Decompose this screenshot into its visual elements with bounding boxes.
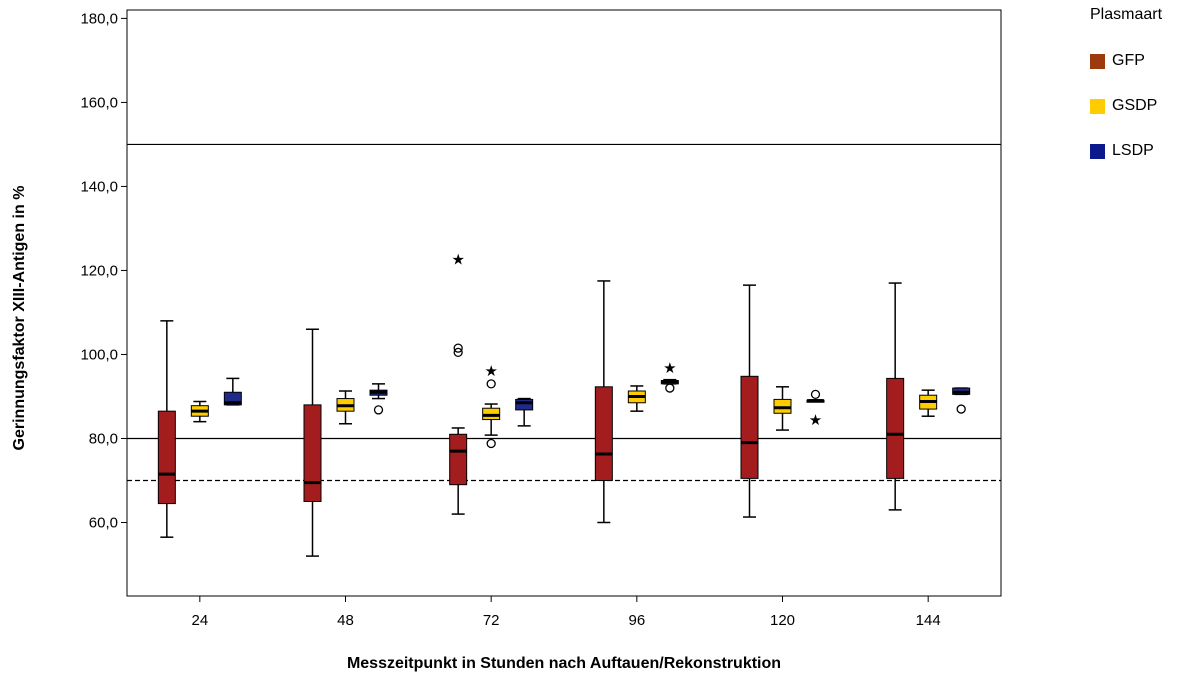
box-lsdp-72 [515,397,534,427]
box-iqr [515,398,534,411]
extreme-point: ★ [663,359,676,377]
legend-items: GFP GSDP LSDP [1090,50,1194,162]
x-tick-label: 24 [191,612,208,629]
outlier-point [453,343,463,353]
x-tick-label: 72 [483,612,500,629]
outlier-point [486,379,496,389]
reference-lines [127,143,1001,482]
extreme-point: ★ [484,362,497,380]
box-iqr [886,377,905,479]
series-gsdp: ★ [190,362,938,449]
y-tick-label: 80,0 [89,430,118,447]
y-axis-title: Gerinnungsfaktor XIII-Antigen in % [11,186,28,451]
box-iqr [594,386,613,481]
y-tick-label: 100,0 [80,346,118,363]
box-lsdp-24 [223,377,242,406]
outlier-point [665,383,675,393]
y-axis-ticks: 60,0 80,0 100,0 120,0 140,0 160,0 180,0 [80,10,127,531]
x-tick-label: 96 [628,612,645,629]
x-axis-title: Messzeitpunkt in Stunden nach Auftauen/R… [347,655,781,672]
box-gsdp-96 [627,385,646,412]
box-gfp-24 [157,320,176,538]
y-tick-label: 160,0 [80,94,118,111]
legend-label: GSDP [1112,97,1158,114]
legend: Plasmaart GFP GSDP LSDP [1090,6,1194,185]
box-lsdp-144 [952,387,971,414]
plot-area-frame [126,9,1002,597]
box-iqr [303,404,322,502]
box-iqr [449,433,468,486]
x-tick-label: 144 [916,612,941,629]
extreme-point: ★ [809,411,822,429]
box-gsdp-24 [190,400,209,423]
outlier-point [486,438,496,449]
legend-swatch [1090,143,1105,159]
legend-title: Plasmaart [1090,6,1163,23]
legend-item-gsdp: GSDP [1090,95,1194,117]
y-tick-label: 120,0 [80,262,118,279]
extreme-point: ★ [451,251,464,269]
x-tick-label: 48 [337,612,354,629]
box-gsdp-144 [919,389,938,417]
box-gfp-120 [740,284,759,518]
box-lsdp-120: ★ [806,389,825,429]
outlier-point [373,405,384,415]
y-tick-label: 60,0 [89,514,118,531]
box-gfp-144 [886,282,905,511]
legend-item-lsdp: LSDP [1090,140,1194,162]
box-lsdp-96: ★ [660,359,679,393]
legend-label: LSDP [1112,142,1154,159]
box-gfp-48 [303,328,322,557]
box-gsdp-120 [773,386,792,431]
legend-swatch [1090,53,1105,69]
box-gfp-96 [594,280,613,524]
box-lsdp-48 [369,383,388,415]
outlier-point [810,389,821,400]
y-tick-label: 140,0 [80,178,118,195]
box-gsdp-48 [336,390,355,425]
x-tick-label: 120 [770,612,795,629]
box-iqr [157,410,176,505]
box-gfp-72: ★ [449,251,468,515]
x-axis-ticks: 24 48 72 96 120 144 [191,596,941,629]
legend-item-gfp: GFP [1090,50,1194,72]
series-gfp: ★ [157,251,905,557]
series-lsdp: ★★ [223,359,971,429]
legend-label: GFP [1112,52,1145,69]
box-iqr [740,375,759,479]
legend-swatch [1090,98,1105,114]
outlier-point [956,404,966,414]
outlier-point [453,347,463,358]
box-gsdp-72: ★ [482,362,501,449]
boxplot-series: ★★ ★★ [157,251,971,557]
y-tick-label: 180,0 [80,10,118,27]
